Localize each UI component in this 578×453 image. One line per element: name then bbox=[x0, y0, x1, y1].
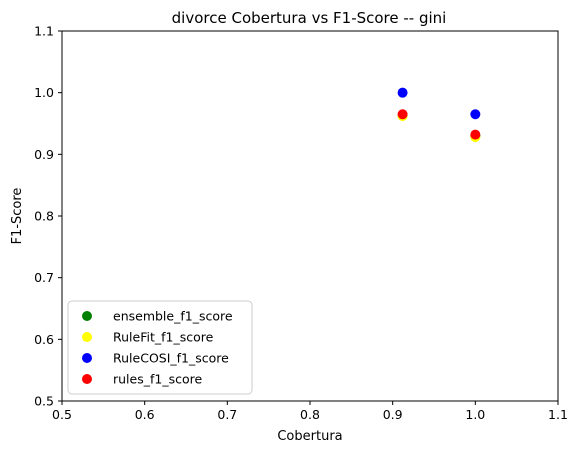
y-tick-label: 1.0 bbox=[34, 85, 54, 100]
y-axis-label: F1-Score bbox=[10, 188, 25, 245]
y-axis: 0.5 0.6 0.7 0.8 0.9 1.0 1.1 bbox=[34, 24, 62, 409]
x-axis-label: Cobertura bbox=[277, 429, 342, 444]
y-tick-label: 0.5 bbox=[34, 394, 54, 409]
x-tick-label: 0.6 bbox=[135, 407, 155, 422]
scatter-point-rulecosi-f1-score bbox=[397, 87, 408, 98]
legend-label: RuleFit_f1_score bbox=[113, 330, 214, 345]
x-tick-label: 1.1 bbox=[548, 407, 568, 422]
legend-box bbox=[67, 300, 253, 395]
legend-marker bbox=[82, 374, 92, 384]
y-tick-label: 0.9 bbox=[34, 147, 54, 162]
y-tick-label: 0.8 bbox=[34, 209, 54, 224]
y-tick-label: 1.1 bbox=[34, 24, 54, 39]
y-tick-label: 0.6 bbox=[34, 332, 54, 347]
x-tick-label: 0.7 bbox=[217, 407, 237, 422]
legend-label: rules_f1_score bbox=[113, 372, 202, 387]
chart-title: divorce Cobertura vs F1-Score -- gini bbox=[172, 9, 447, 27]
x-tick-label: 0.5 bbox=[52, 407, 72, 422]
legend-label: RuleCOSI_f1_score bbox=[113, 351, 229, 366]
scatter-point-rulecosi-f1-score bbox=[470, 109, 481, 120]
legend: ensemble_f1_score RuleFit_f1_score RuleCOS… bbox=[67, 300, 253, 395]
legend-marker bbox=[82, 353, 92, 363]
x-tick-label: 0.9 bbox=[383, 407, 403, 422]
x-axis: 0.5 0.6 0.7 0.8 0.9 1.0 1.1 bbox=[52, 401, 568, 422]
x-tick-label: 1.0 bbox=[465, 407, 485, 422]
scatter-point-rules-f1-score bbox=[397, 109, 408, 120]
data-points bbox=[397, 87, 481, 143]
legend-label: ensemble_f1_score bbox=[113, 309, 233, 324]
legend-marker bbox=[82, 311, 92, 321]
y-tick-label: 0.7 bbox=[34, 270, 54, 285]
legend-marker bbox=[82, 332, 92, 342]
x-tick-label: 0.8 bbox=[300, 407, 320, 422]
scatter-point-rules-f1-score bbox=[470, 129, 481, 140]
